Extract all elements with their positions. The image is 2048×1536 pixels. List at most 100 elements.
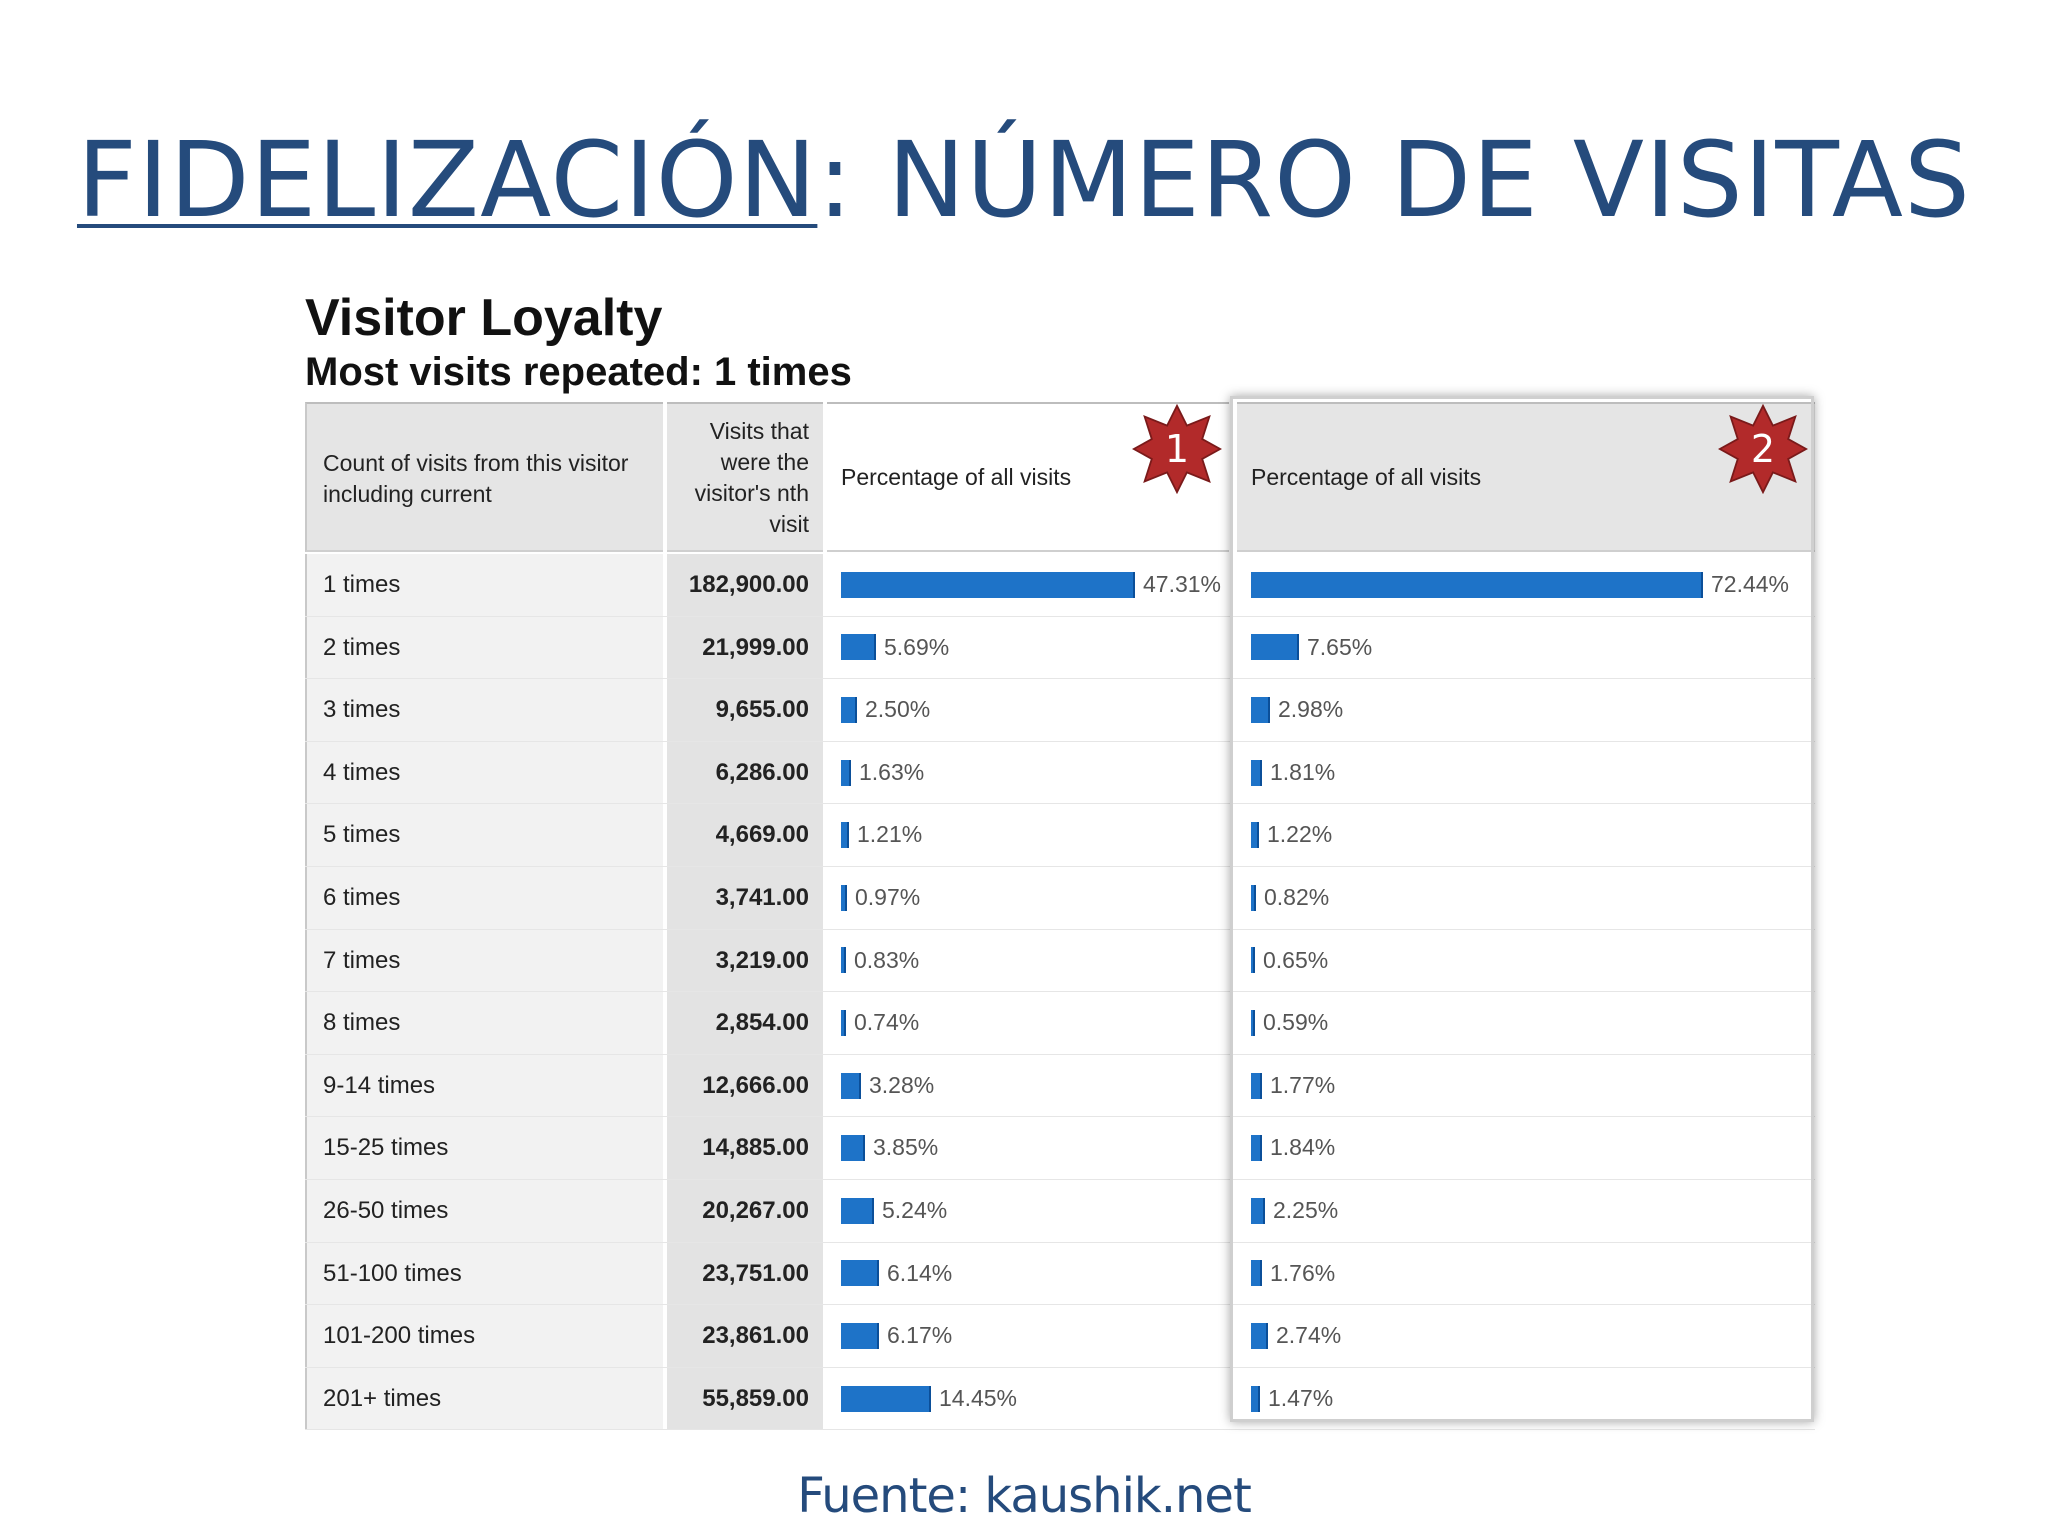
percentage-2-bar (1251, 1009, 1255, 1036)
visit-count-label: 6 times (305, 866, 663, 929)
percentage-1-cell: 0.74% (827, 992, 1229, 1054)
percentage-2-bar (1251, 759, 1262, 786)
percentage-2-label: 1.76% (1270, 1259, 1336, 1286)
report-subtitle: Most visits repeated: 1 times (305, 350, 852, 394)
badge-2-icon: 2 (1718, 404, 1808, 494)
visits-value: 23,751.00 (667, 1242, 823, 1305)
visits-value: 20,267.00 (667, 1179, 823, 1242)
table-row: 3 times 9,655.00 2.50% 2.98% (305, 679, 1815, 742)
visit-count-label: 101-200 times (305, 1305, 663, 1367)
visits-value: 14,885.00 (667, 1117, 823, 1179)
percentage-1-cell: 3.85% (827, 1117, 1229, 1179)
visits-value: 3,741.00 (667, 866, 823, 929)
percentage-1-bar (841, 1385, 931, 1412)
percentage-2-label: 1.84% (1270, 1134, 1336, 1161)
percentage-1-bar (841, 1322, 879, 1349)
percentage-1-label: 0.83% (854, 946, 920, 973)
percentage-1-label: 0.74% (854, 1009, 920, 1036)
visit-count-label: 8 times (305, 992, 663, 1054)
header-percentage-2[interactable]: Percentage of all visits (1237, 402, 1815, 552)
visit-count-label: 201+ times (305, 1367, 663, 1430)
percentage-1-label: 3.28% (869, 1071, 935, 1098)
table-header: Count of visits from this visitor includ… (305, 402, 1815, 554)
percentage-2-label: 7.65% (1307, 633, 1373, 660)
percentage-1-label: 1.63% (859, 758, 925, 785)
percentage-2-label: 0.59% (1263, 1009, 1329, 1036)
percentage-1-bar (841, 1197, 874, 1224)
header-count-of-visits[interactable]: Count of visits from this visitor includ… (305, 402, 663, 552)
percentage-2-cell: 1.76% (1237, 1242, 1815, 1305)
header-visits-nth[interactable]: Visits that were the visitor's nth visit (667, 402, 823, 552)
table-row: 26-50 times 20,267.00 5.24% 2.25% (305, 1179, 1815, 1243)
slide-title-link[interactable]: FIDELIZACIÓN (76, 119, 818, 241)
percentage-2-label: 2.98% (1278, 696, 1344, 723)
visits-value: 6,286.00 (667, 741, 823, 804)
percentage-1-cell: 2.50% (827, 679, 1229, 741)
visits-value: 4,669.00 (667, 804, 823, 866)
percentage-2-bar (1251, 1197, 1265, 1224)
percentage-1-bar (841, 759, 851, 786)
percentage-2-label: 2.74% (1276, 1322, 1342, 1349)
table-row: 7 times 3,219.00 0.83% 0.65% (305, 929, 1815, 993)
percentage-1-cell: 1.63% (827, 741, 1229, 804)
percentage-2-cell: 2.98% (1237, 679, 1815, 741)
badge-2-number: 2 (1750, 427, 1776, 471)
visits-value: 3,219.00 (667, 929, 823, 992)
percentage-1-bar (841, 634, 876, 661)
visit-count-label: 9-14 times (305, 1054, 663, 1117)
percentage-2-label: 2.25% (1273, 1196, 1339, 1223)
visit-count-label: 26-50 times (305, 1179, 663, 1242)
percentage-2-cell: 2.25% (1237, 1179, 1815, 1242)
percentage-2-label: 0.82% (1264, 883, 1330, 910)
table-row: 5 times 4,669.00 1.21% 1.22% (305, 804, 1815, 867)
slide-title: FIDELIZACIÓN: NÚMERO DE VISITAS (0, 118, 2048, 243)
percentage-1-bar (841, 696, 857, 723)
percentage-2-bar (1251, 1322, 1268, 1349)
table-row: 201+ times 55,859.00 14.45% 1.47% (305, 1367, 1815, 1431)
percentage-1-cell: 3.28% (827, 1054, 1229, 1117)
visits-value: 2,854.00 (667, 992, 823, 1054)
percentage-1-cell: 5.69% (827, 616, 1229, 679)
visit-count-label: 1 times (305, 554, 663, 616)
percentage-2-bar (1251, 1135, 1262, 1162)
visit-count-label: 15-25 times (305, 1117, 663, 1179)
visitor-loyalty-table: Count of visits from this visitor includ… (305, 402, 1815, 1431)
percentage-1-label: 6.17% (887, 1322, 953, 1349)
visits-value: 9,655.00 (667, 679, 823, 741)
percentage-2-label: 1.22% (1267, 821, 1333, 848)
visit-count-label: 5 times (305, 804, 663, 866)
table-row: 4 times 6,286.00 1.63% 1.81% (305, 741, 1815, 805)
percentage-2-label: 1.77% (1270, 1071, 1336, 1098)
percentage-1-label: 3.85% (873, 1134, 939, 1161)
visits-value: 182,900.00 (667, 554, 823, 616)
percentage-1-label: 6.14% (887, 1259, 953, 1286)
percentage-1-cell: 47.31% (827, 554, 1229, 616)
percentage-2-label: 72.44% (1711, 571, 1790, 597)
percentage-2-bar (1251, 947, 1255, 974)
source-footer: Fuente: kaushik.net (797, 1468, 1252, 1524)
percentage-1-label: 14.45% (939, 1384, 1018, 1411)
table-body: 1 times 182,900.00 47.31% 72.44% 2 times 21,9… (305, 554, 1815, 1431)
percentage-1-cell: 6.14% (827, 1242, 1229, 1305)
percentage-1-bar (841, 1009, 846, 1036)
percentage-2-cell: 1.47% (1237, 1367, 1815, 1430)
percentage-1-cell: 0.97% (827, 866, 1229, 929)
percentage-1-label: 47.31% (1143, 571, 1222, 597)
visits-value: 12,666.00 (667, 1054, 823, 1117)
percentage-1-label: 5.24% (882, 1196, 948, 1223)
percentage-1-bar (841, 571, 1135, 598)
percentage-2-cell: 0.82% (1237, 866, 1815, 929)
percentage-2-cell: 7.65% (1237, 616, 1815, 679)
slide-title-rest: : NÚMERO DE VISITAS (817, 119, 1971, 241)
percentage-2-cell: 0.59% (1237, 992, 1815, 1054)
percentage-1-label: 0.97% (855, 883, 921, 910)
percentage-2-bar (1251, 1385, 1260, 1412)
badge-1-icon: 1 (1132, 404, 1222, 494)
percentage-2-cell: 2.74% (1237, 1305, 1815, 1367)
percentage-2-label: 0.65% (1263, 946, 1329, 973)
percentage-2-cell: 72.44% (1237, 554, 1815, 616)
percentage-1-label: 2.50% (865, 696, 931, 723)
percentage-2-cell: 1.22% (1237, 804, 1815, 866)
badge-1-number: 1 (1164, 427, 1190, 471)
percentage-1-cell: 14.45% (827, 1367, 1229, 1430)
